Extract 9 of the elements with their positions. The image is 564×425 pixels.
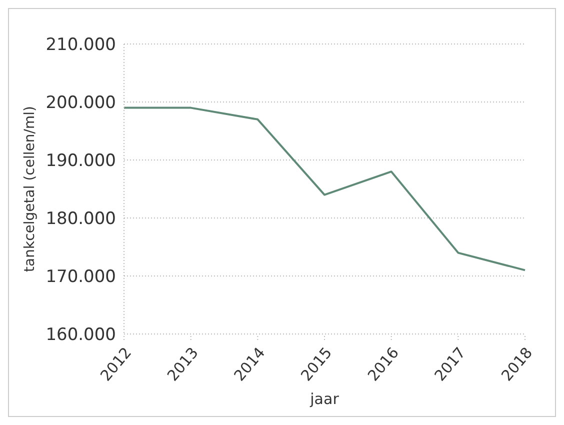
y-tick-label: 160.000 <box>46 325 116 346</box>
y-axis-title: tankcelgetal (cellen/ml) <box>22 106 38 272</box>
y-tick-label: 200.000 <box>46 93 116 114</box>
x-axis-title: jaar <box>309 390 340 408</box>
y-tick-label: 190.000 <box>46 151 116 172</box>
y-tick-label: 170.000 <box>46 267 116 288</box>
y-tick-label: 210.000 <box>46 35 116 56</box>
y-tick-label: 180.000 <box>46 209 116 230</box>
line-series <box>123 106 526 272</box>
